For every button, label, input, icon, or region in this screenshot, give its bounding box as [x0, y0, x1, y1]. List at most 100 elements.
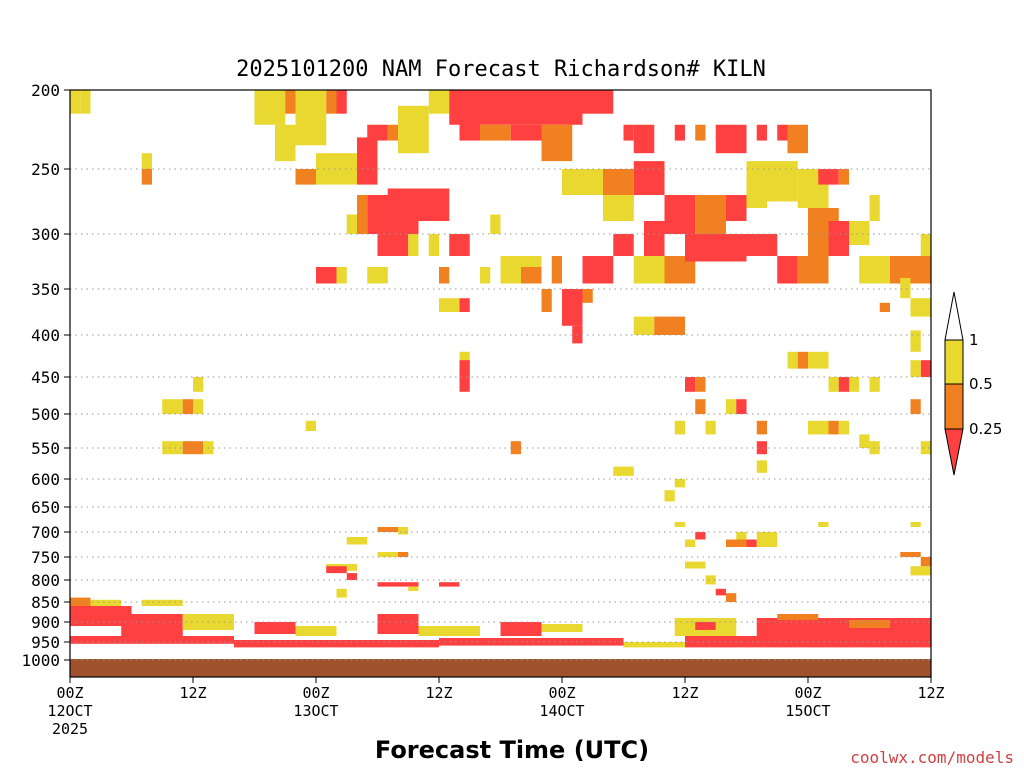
ri-cell-114 [695, 399, 706, 414]
ri-cell-152 [705, 575, 716, 585]
ri-cell-102 [869, 377, 880, 392]
ri-cell-60 [674, 124, 685, 141]
ri-cell-176 [695, 622, 716, 630]
ri-cell-37 [459, 298, 470, 312]
ri-cell-85 [910, 330, 921, 352]
ri-cell-43 [562, 289, 583, 326]
ri-cell-147 [336, 588, 347, 598]
ytick-label-200: 200 [31, 81, 60, 100]
ri-cell-70 [777, 124, 788, 141]
xtick-label-84-1: 12Z [917, 684, 944, 702]
ri-cell-157 [920, 557, 931, 567]
ri-cell-26 [377, 234, 409, 256]
ri-cell-166 [439, 638, 624, 646]
ri-cell-80 [879, 302, 890, 312]
ri-cell-77 [849, 221, 870, 245]
ri-cell-10 [295, 169, 316, 185]
ri-cell-75 [818, 169, 839, 185]
x-axis-label: Forecast Time (UTC) [375, 736, 649, 764]
ri-cell-172 [418, 626, 480, 636]
ri-cell-128 [664, 490, 675, 502]
ri-cell-63 [685, 234, 747, 262]
ri-cell-55 [623, 124, 634, 141]
ytick-label-550: 550 [31, 439, 60, 458]
ytick-label-650: 650 [31, 498, 60, 517]
ri-cell-126 [910, 399, 921, 414]
ri-cell-174 [541, 624, 583, 632]
grid-layer [70, 168, 931, 661]
ri-cell-125 [920, 441, 931, 455]
ri-cell-119 [756, 460, 767, 473]
xtick-label-24-2: 13OCT [293, 702, 338, 720]
ri-cell-116 [736, 399, 747, 414]
ri-cell-159 [121, 614, 183, 638]
xtick-label-12-1: 12Z [179, 684, 206, 702]
ri-cell-173 [500, 622, 542, 636]
plot-frame [69, 89, 932, 678]
ri-cell-58 [695, 195, 726, 234]
ytick-label-950: 950 [31, 633, 60, 652]
ri-cell-149 [408, 586, 419, 591]
ri-cell-165 [234, 640, 439, 648]
ri-cell-8 [336, 90, 347, 114]
ri-cell-50 [644, 221, 665, 256]
ri-cell-106 [193, 377, 204, 392]
ri-cell-112 [674, 420, 685, 435]
ri-cell-15 [398, 105, 429, 154]
legend-label-3: 0.25 [969, 420, 1002, 438]
ground-layer [70, 659, 931, 677]
ri-cell-95 [695, 377, 706, 392]
ytick-label-450: 450 [31, 368, 60, 387]
ri-cell-179 [849, 620, 890, 628]
ri-cell-113 [705, 420, 716, 435]
chart-title: 2025101200 NAM Forecast Richardson# KILN [236, 57, 766, 82]
legend-band-0-5-1 [944, 339, 964, 385]
ri-cell-2 [141, 153, 152, 169]
ri-cell-133 [695, 532, 706, 540]
ri-cell-94 [685, 377, 696, 392]
ri-cell-136 [726, 539, 747, 547]
ri-cell-6 [295, 90, 327, 146]
ri-cell-169 [254, 622, 296, 634]
ri-cell-62 [715, 124, 747, 154]
ri-cell-104 [182, 399, 193, 414]
ri-cell-108 [182, 441, 204, 455]
ri-cell-118 [756, 441, 767, 455]
ri-cell-67 [767, 161, 798, 202]
ri-cell-57 [664, 195, 696, 234]
ri-cell-148 [377, 582, 419, 587]
colorbar-legend: 1 0.5 0.25 [944, 291, 1002, 476]
ri-cell-101 [849, 377, 860, 392]
ri-cell-90 [633, 316, 655, 335]
ri-cell-141 [398, 527, 409, 535]
xtick-label-72-2: 15OCT [785, 702, 830, 720]
ri-cell-76 [838, 169, 849, 185]
ri-cell-167 [623, 642, 685, 648]
ri-cell-163 [141, 599, 183, 606]
ytick-label-400: 400 [31, 326, 60, 345]
ri-cell-145 [326, 566, 347, 574]
ri-cell-12 [357, 137, 378, 185]
xtick-label-72-1: 00Z [794, 684, 821, 702]
ri-cell-100 [838, 377, 849, 392]
ytick-label-600: 600 [31, 470, 60, 489]
ri-cell-66 [746, 161, 767, 208]
ri-cell-32 [336, 267, 347, 284]
ri-cell-36 [439, 298, 460, 312]
ri-cell-3 [141, 169, 152, 185]
ri-cell-150 [439, 582, 460, 587]
ri-cell-53 [562, 169, 603, 195]
ri-cell-22 [582, 90, 614, 114]
ri-cell-105 [193, 399, 204, 414]
ri-cell-161 [70, 597, 91, 606]
ri-cell-99 [828, 377, 839, 392]
ri-cell-127 [613, 466, 634, 476]
ri-cell-143 [398, 552, 409, 557]
ri-cell-7 [326, 90, 337, 114]
ri-cell-48 [633, 256, 665, 284]
xtick-label-60-1: 12Z [671, 684, 698, 702]
ri-cell-151 [685, 561, 706, 569]
ri-cell-20 [510, 124, 542, 141]
ri-cell-93 [459, 360, 470, 392]
ri-cell-120 [808, 420, 829, 435]
